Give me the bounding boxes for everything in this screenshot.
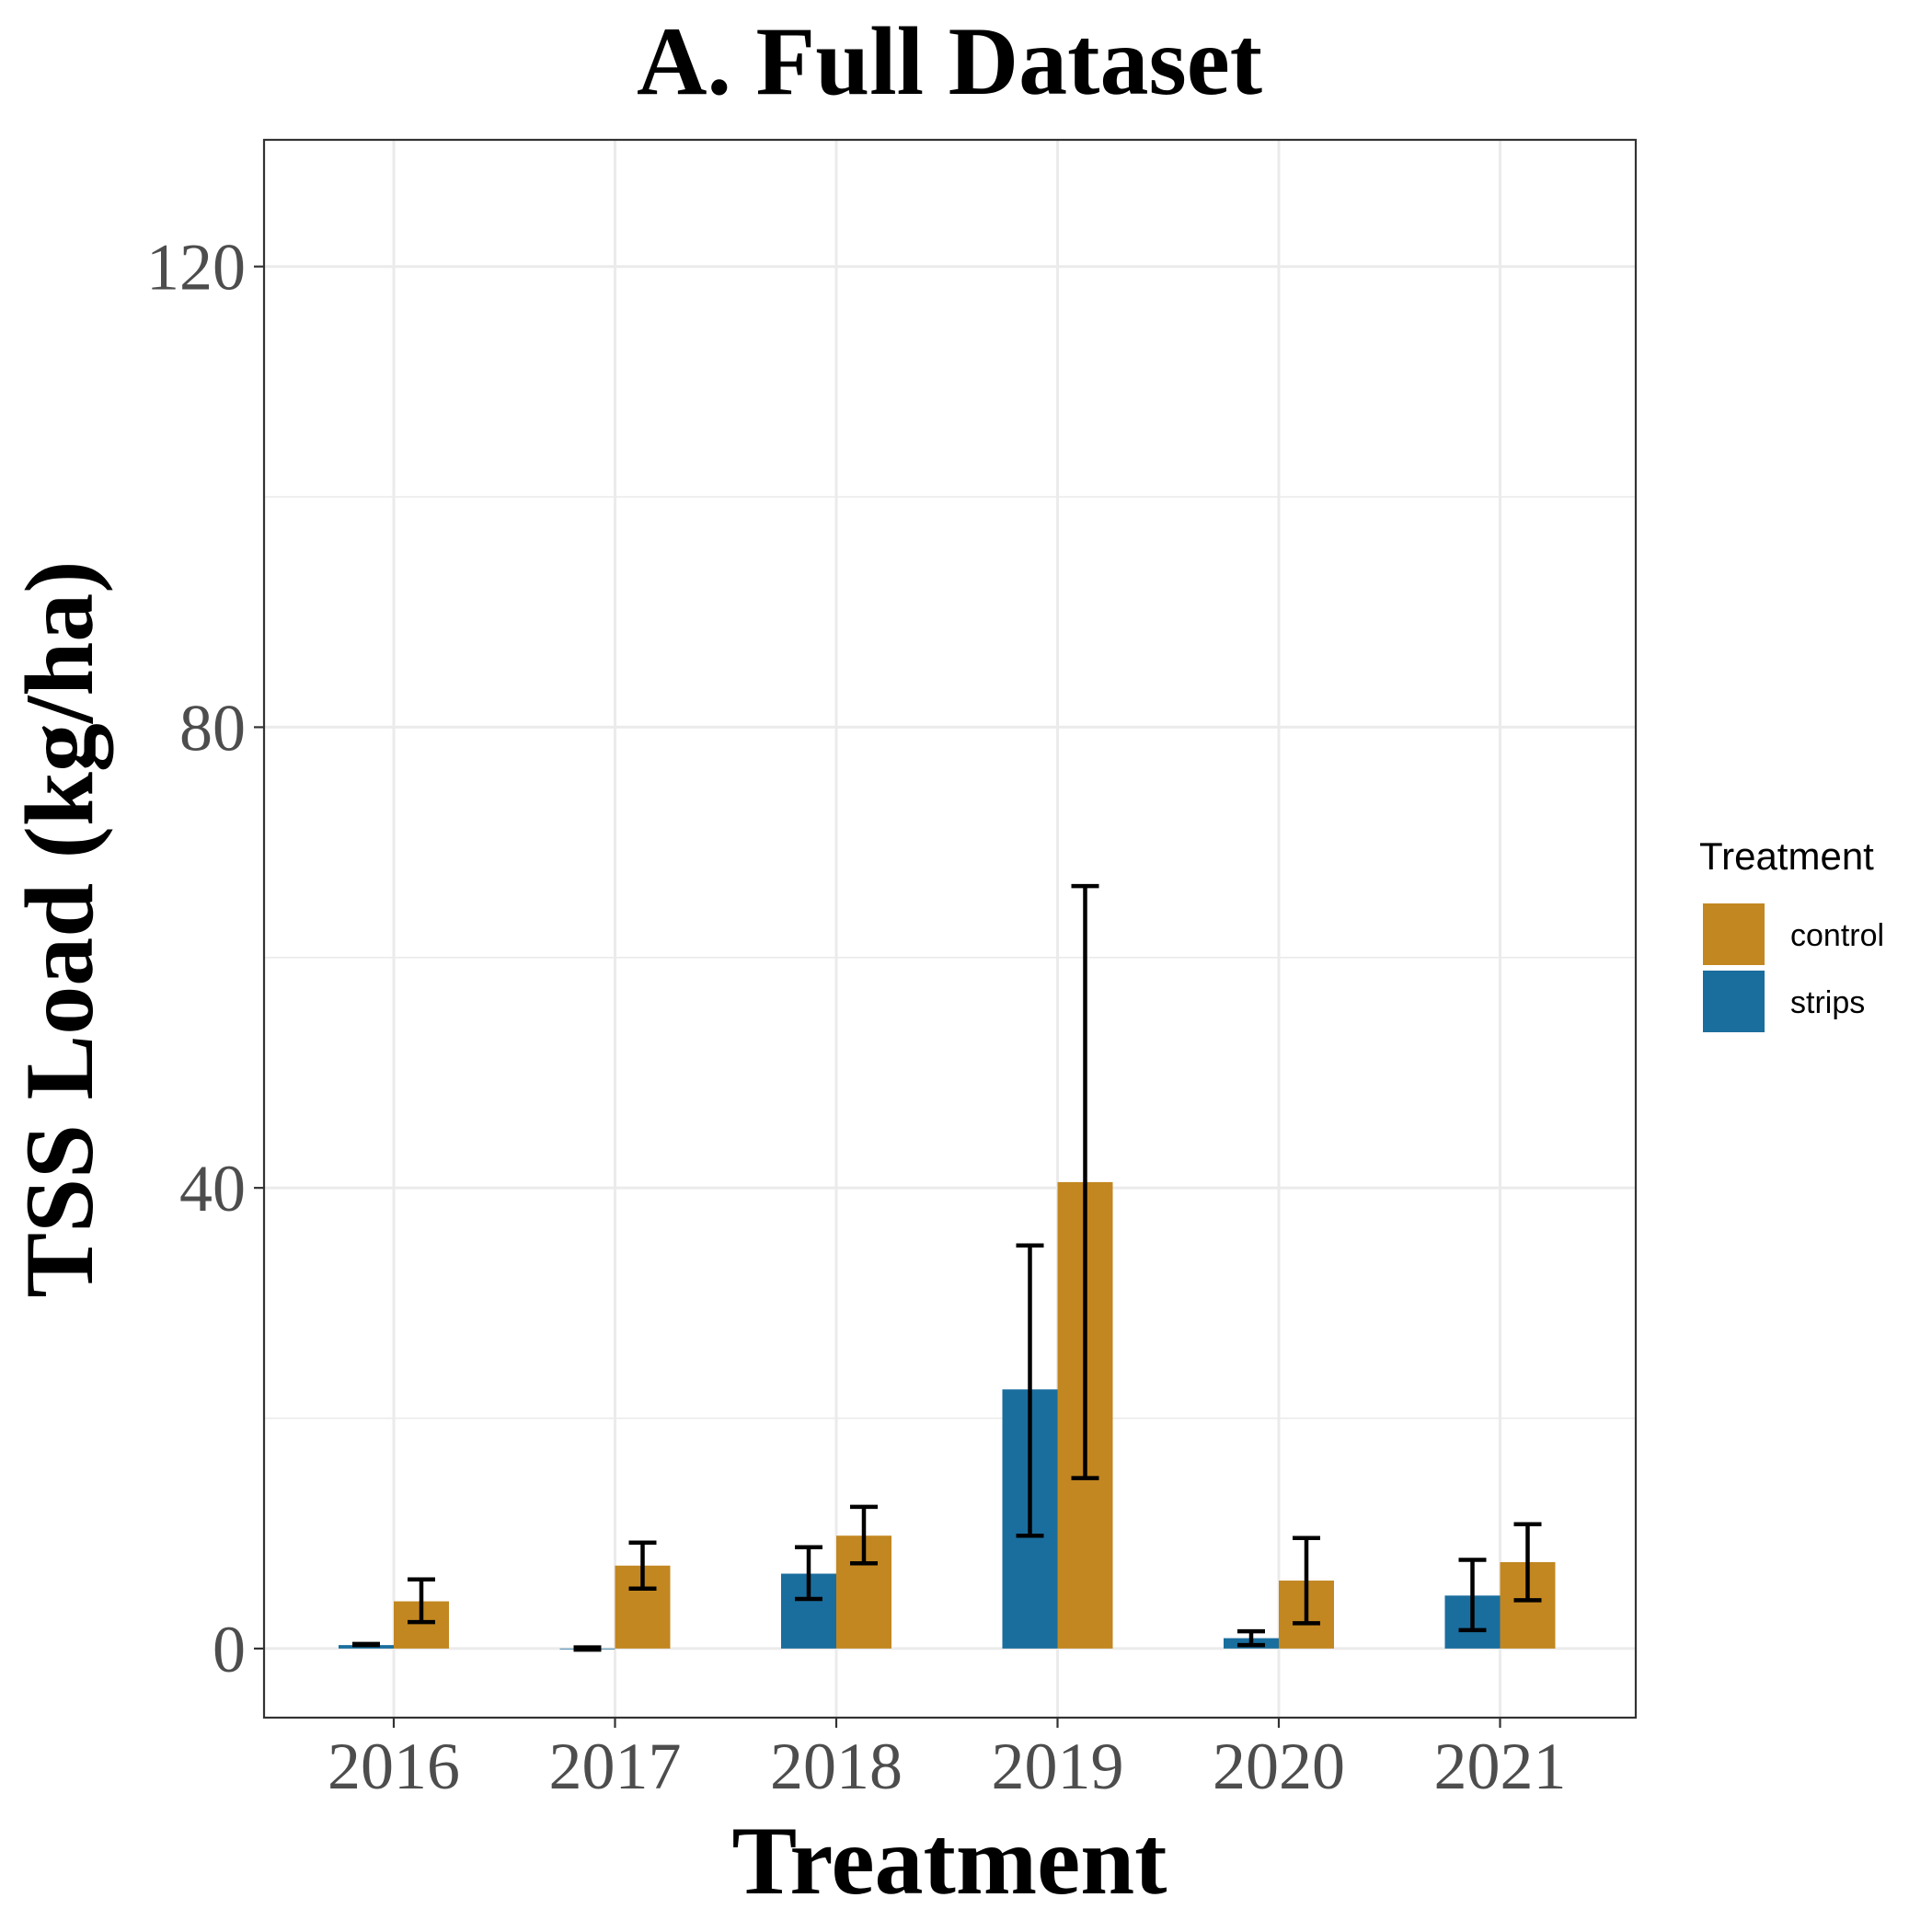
chart-title: A. Full Dataset bbox=[637, 7, 1262, 115]
errorbar-strips-2018 bbox=[795, 1545, 822, 1602]
errorbar-control-2021 bbox=[1513, 1522, 1542, 1603]
x-axis-title: Treatment bbox=[732, 1807, 1167, 1915]
legend-key-control bbox=[1703, 903, 1765, 965]
errorbar-strips-2016 bbox=[352, 1641, 380, 1648]
errorbar-control-2019 bbox=[1071, 883, 1099, 1480]
errorbar-strips-2017 bbox=[573, 1645, 602, 1652]
y-tick-label: 120 bbox=[146, 231, 246, 305]
x-tick-label: 2019 bbox=[992, 1730, 1124, 1803]
x-tick-label: 2020 bbox=[1213, 1730, 1345, 1803]
x-axis: 2016 2017 2018 2019 2020 2021 bbox=[328, 1718, 1567, 1803]
x-tick-label: 2017 bbox=[549, 1730, 682, 1803]
errorbar-strips-2020 bbox=[1237, 1628, 1265, 1648]
errorbar-control-2018 bbox=[850, 1504, 878, 1566]
x-tick-label: 2021 bbox=[1434, 1730, 1567, 1803]
y-tick-label: 0 bbox=[213, 1613, 246, 1686]
legend-label-strips: strips bbox=[1790, 985, 1865, 1020]
legend-title: Treatment bbox=[1699, 834, 1874, 878]
plot-panel bbox=[262, 138, 1638, 1719]
y-tick-label: 80 bbox=[179, 691, 246, 765]
errorbar-control-2017 bbox=[628, 1540, 657, 1592]
errorbar-strips-2021 bbox=[1458, 1558, 1487, 1633]
errorbar-control-2020 bbox=[1293, 1535, 1320, 1626]
y-tick-label: 40 bbox=[179, 1152, 246, 1225]
legend-label-control: control bbox=[1790, 918, 1884, 953]
error-bars bbox=[352, 883, 1542, 1652]
legend: Treatment control strips bbox=[1699, 834, 1884, 1032]
gridlines bbox=[264, 140, 1636, 1718]
bars bbox=[339, 1181, 1556, 1650]
errorbar-strips-2019 bbox=[1016, 1243, 1044, 1538]
legend-key-strips bbox=[1703, 971, 1765, 1032]
y-axis: 0 40 80 120 bbox=[146, 231, 264, 1686]
x-tick-label: 2016 bbox=[328, 1730, 460, 1803]
x-tick-label: 2018 bbox=[770, 1730, 903, 1803]
y-axis-title: TSS Load (kg/ha) bbox=[6, 560, 113, 1297]
errorbar-control-2016 bbox=[408, 1577, 435, 1625]
